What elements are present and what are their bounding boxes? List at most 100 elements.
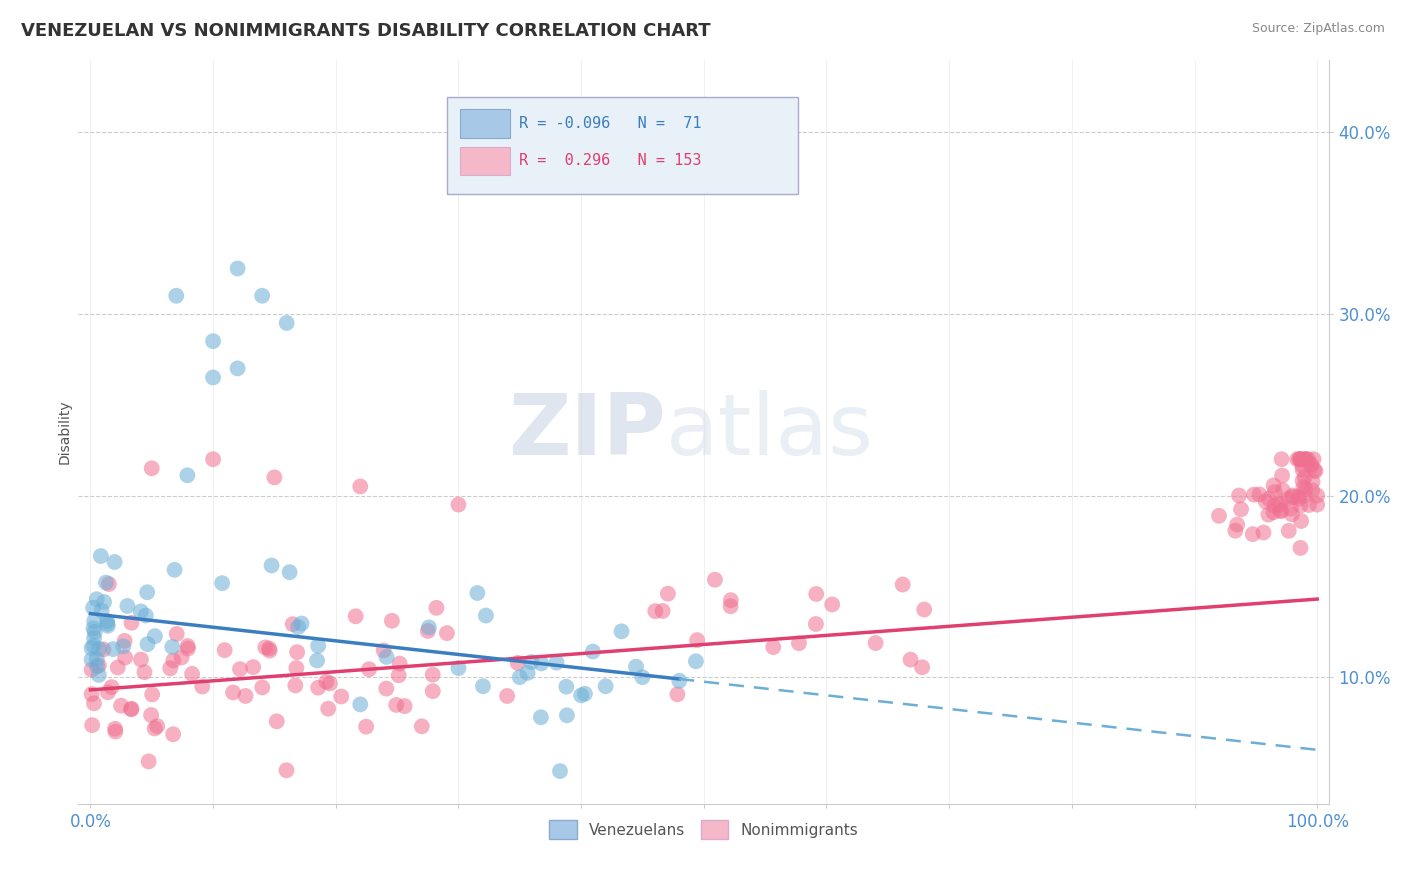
Point <box>1301 458 1323 472</box>
Point <box>1301 483 1323 498</box>
Point <box>235 689 257 703</box>
Point <box>651 604 673 618</box>
Point <box>1279 501 1302 516</box>
Point <box>211 576 233 591</box>
Point <box>1286 452 1309 467</box>
Point <box>418 620 440 634</box>
Point <box>1306 489 1329 503</box>
Point <box>114 650 136 665</box>
Point <box>83 696 105 710</box>
Point <box>475 608 498 623</box>
Point <box>307 654 329 668</box>
Point <box>330 690 353 704</box>
Point <box>257 641 280 656</box>
Point <box>214 643 236 657</box>
Point <box>86 592 108 607</box>
Point <box>1226 517 1249 532</box>
Point <box>1278 524 1301 538</box>
FancyBboxPatch shape <box>460 146 510 175</box>
Point <box>242 660 264 674</box>
Point <box>1270 503 1292 517</box>
Point <box>87 658 110 673</box>
Point <box>90 549 112 563</box>
Point <box>496 689 519 703</box>
Point <box>120 702 142 716</box>
Point <box>1289 452 1312 467</box>
Text: ZIP: ZIP <box>509 391 666 474</box>
Point <box>170 650 193 665</box>
Point <box>104 724 127 739</box>
Point <box>80 641 103 656</box>
Point <box>141 461 163 475</box>
Point <box>349 479 371 493</box>
Point <box>1294 470 1316 484</box>
Point <box>381 614 404 628</box>
Point <box>135 608 157 623</box>
Point <box>83 639 105 653</box>
Text: R =  0.296   N = 153: R = 0.296 N = 153 <box>519 153 702 169</box>
Point <box>1230 502 1253 516</box>
Point <box>1263 505 1285 519</box>
Point <box>555 680 578 694</box>
Point <box>422 684 444 698</box>
Point <box>263 470 285 484</box>
Point <box>165 289 187 303</box>
Point <box>1225 524 1247 538</box>
Point <box>136 637 159 651</box>
Point <box>80 687 103 701</box>
Point <box>416 624 439 638</box>
Point <box>530 710 553 724</box>
Point <box>1289 541 1312 555</box>
Point <box>1289 452 1312 467</box>
Point <box>520 655 543 669</box>
Point <box>136 585 159 599</box>
FancyBboxPatch shape <box>447 97 797 194</box>
Point <box>134 665 156 680</box>
Point <box>720 593 742 607</box>
Point <box>349 698 371 712</box>
Point <box>1253 525 1275 540</box>
Point <box>129 652 152 666</box>
Point <box>107 660 129 674</box>
Legend: Venezuelans, Nonimmigrants: Venezuelans, Nonimmigrants <box>543 814 865 845</box>
Point <box>83 631 105 645</box>
Point <box>287 620 309 634</box>
Point <box>624 659 647 673</box>
Point <box>93 642 115 657</box>
Point <box>319 676 342 690</box>
Point <box>285 661 308 675</box>
Point <box>1289 499 1312 513</box>
Point <box>582 644 605 658</box>
Point <box>97 619 120 633</box>
Point <box>1298 498 1320 512</box>
Point <box>436 626 458 640</box>
Point <box>595 679 617 693</box>
Point <box>110 698 132 713</box>
Point <box>202 370 225 384</box>
Point <box>686 633 709 648</box>
Point <box>191 680 214 694</box>
Point <box>96 616 118 631</box>
Point <box>143 722 166 736</box>
Point <box>141 688 163 702</box>
Text: atlas: atlas <box>666 391 875 474</box>
Point <box>1296 452 1319 467</box>
Point <box>129 604 152 618</box>
Point <box>1294 452 1316 467</box>
Point <box>1267 497 1289 511</box>
Point <box>315 674 337 689</box>
Point <box>226 361 249 376</box>
Point <box>83 624 105 639</box>
Point <box>1292 480 1315 494</box>
Point <box>87 641 110 656</box>
Point <box>177 639 200 653</box>
Point <box>276 764 298 778</box>
Point <box>1288 452 1310 467</box>
Point <box>631 670 654 684</box>
Point <box>259 643 281 657</box>
Point <box>720 599 742 614</box>
Point <box>83 614 105 628</box>
Point <box>1303 463 1326 477</box>
Point <box>1270 504 1292 518</box>
FancyBboxPatch shape <box>460 110 510 137</box>
